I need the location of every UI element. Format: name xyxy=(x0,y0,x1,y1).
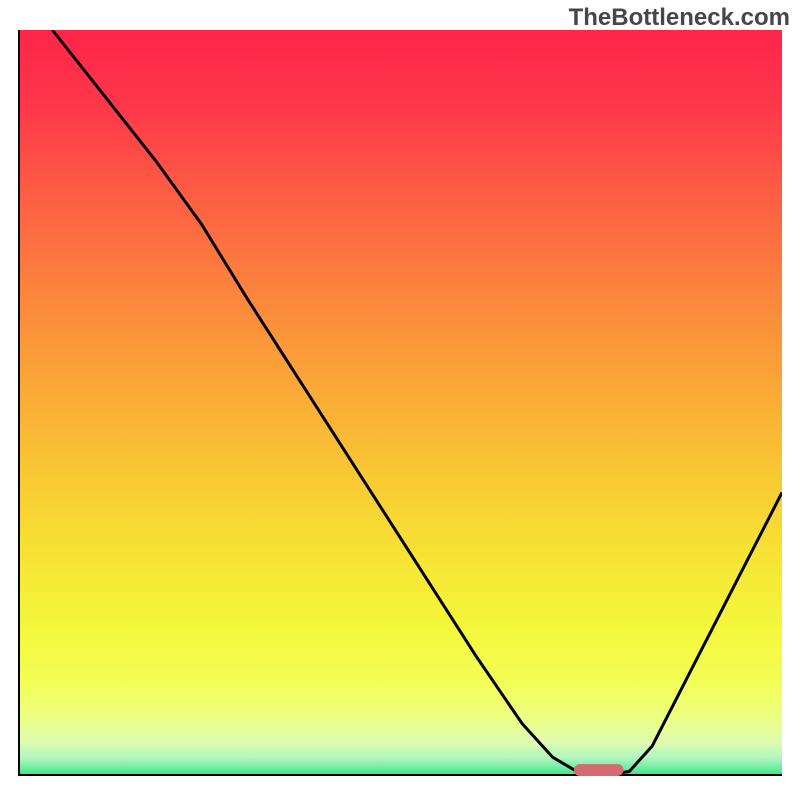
bottleneck-chart xyxy=(18,30,782,776)
watermark-text: TheBottleneck.com xyxy=(569,4,790,32)
chart-svg xyxy=(18,30,782,776)
optimal-point-marker xyxy=(574,764,624,776)
chart-background xyxy=(18,30,782,776)
